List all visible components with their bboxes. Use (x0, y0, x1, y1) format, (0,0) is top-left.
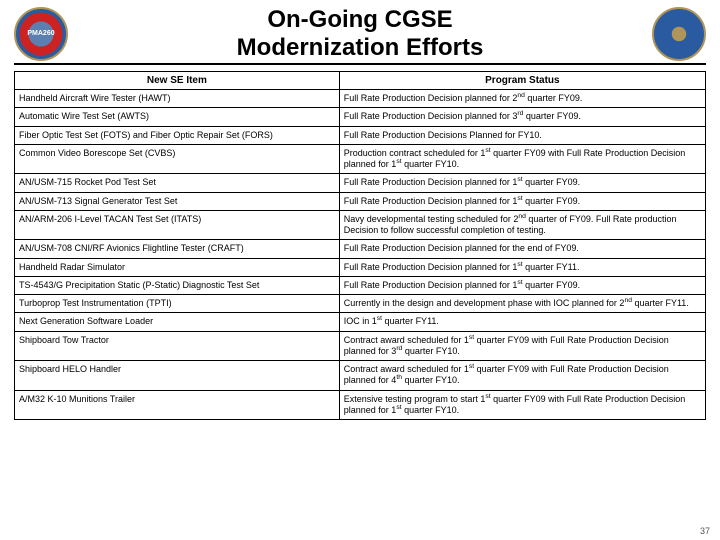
page-title: On-Going CGSE Modernization Efforts (68, 6, 652, 61)
cell-item: Handheld Radar Simulator (15, 258, 340, 276)
table-row: Handheld Aircraft Wire Tester (HAWT)Full… (15, 90, 706, 108)
cell-status: Navy developmental testing scheduled for… (339, 210, 705, 240)
table-row: Shipboard HELO HandlerContract award sch… (15, 361, 706, 391)
table-row: AN/USM-708 CNI/RF Avionics Flightline Te… (15, 240, 706, 258)
col-header-item: New SE Item (15, 72, 340, 90)
modernization-table: New SE Item Program Status Handheld Airc… (14, 71, 706, 420)
cell-item: Common Video Borescope Set (CVBS) (15, 144, 340, 174)
table-row: Next Generation Software LoaderIOC in 1s… (15, 313, 706, 331)
cell-status: Full Rate Production Decision planned fo… (339, 90, 705, 108)
cell-status: Extensive testing program to start 1st q… (339, 390, 705, 420)
table-row: AN/USM-715 Rocket Pod Test SetFull Rate … (15, 174, 706, 192)
page-number: 37 (700, 526, 710, 536)
table-row: Turboprop Test Instrumentation (TPTI)Cur… (15, 295, 706, 313)
cell-item: Handheld Aircraft Wire Tester (HAWT) (15, 90, 340, 108)
cell-item: Fiber Optic Test Set (FOTS) and Fiber Op… (15, 126, 340, 144)
title-line2: Modernization Efforts (237, 34, 484, 61)
cell-status: Full Rate Production Decision planned fo… (339, 258, 705, 276)
cell-item: Shipboard HELO Handler (15, 361, 340, 391)
table-row: Fiber Optic Test Set (FOTS) and Fiber Op… (15, 126, 706, 144)
table-row: Automatic Wire Test Set (AWTS)Full Rate … (15, 108, 706, 126)
cell-item: A/M32 K-10 Munitions Trailer (15, 390, 340, 420)
table-row: AN/USM-713 Signal Generator Test SetFull… (15, 192, 706, 210)
cell-status: Production contract scheduled for 1st qu… (339, 144, 705, 174)
table-body: Handheld Aircraft Wire Tester (HAWT)Full… (15, 90, 706, 420)
cell-status: Full Rate Production Decision planned fo… (339, 192, 705, 210)
table-row: A/M32 K-10 Munitions TrailerExtensive te… (15, 390, 706, 420)
table-row: Handheld Radar SimulatorFull Rate Produc… (15, 258, 706, 276)
slide: PMA260 On-Going CGSE Modernization Effor… (0, 0, 720, 540)
cell-item: AN/USM-713 Signal Generator Test Set (15, 192, 340, 210)
cell-item: Next Generation Software Loader (15, 313, 340, 331)
cell-item: AN/USM-708 CNI/RF Avionics Flightline Te… (15, 240, 340, 258)
cell-status: Contract award scheduled for 1st quarter… (339, 331, 705, 361)
cell-item: AN/ARM-206 I-Level TACAN Test Set (ITATS… (15, 210, 340, 240)
table-row: TS-4543/G Precipitation Static (P-Static… (15, 276, 706, 294)
logo-left-text: PMA260 (27, 30, 54, 37)
cell-status: Contract award scheduled for 1st quarter… (339, 361, 705, 391)
cell-status: Full Rate Production Decision planned fo… (339, 174, 705, 192)
cell-status: Full Rate Production Decisions Planned f… (339, 126, 705, 144)
cell-status: Currently in the design and development … (339, 295, 705, 313)
cell-status: IOC in 1st quarter FY11. (339, 313, 705, 331)
cell-item: Automatic Wire Test Set (AWTS) (15, 108, 340, 126)
table-header-row: New SE Item Program Status (15, 72, 706, 90)
table-row: Shipboard Tow TractorContract award sche… (15, 331, 706, 361)
table-row: AN/ARM-206 I-Level TACAN Test Set (ITATS… (15, 210, 706, 240)
cell-status: Full Rate Production Decision planned fo… (339, 240, 705, 258)
cell-item: TS-4543/G Precipitation Static (P-Static… (15, 276, 340, 294)
header: PMA260 On-Going CGSE Modernization Effor… (14, 6, 706, 65)
cell-status: Full Rate Production Decision planned fo… (339, 276, 705, 294)
title-line1: On-Going CGSE (267, 6, 452, 33)
cell-item: AN/USM-715 Rocket Pod Test Set (15, 174, 340, 192)
cell-status: Full Rate Production Decision planned fo… (339, 108, 705, 126)
cell-item: Turboprop Test Instrumentation (TPTI) (15, 295, 340, 313)
col-header-status: Program Status (339, 72, 705, 90)
logo-left: PMA260 (14, 7, 68, 61)
cell-item: Shipboard Tow Tractor (15, 331, 340, 361)
logo-right (652, 7, 706, 61)
table-row: Common Video Borescope Set (CVBS)Product… (15, 144, 706, 174)
